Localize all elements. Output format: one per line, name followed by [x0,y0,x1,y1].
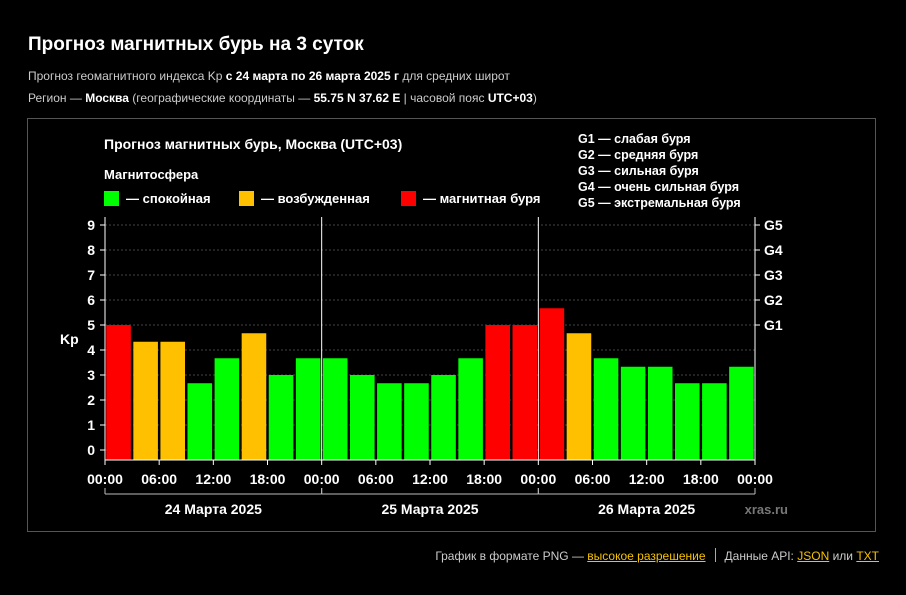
region-tz: UTC+03 [487,91,533,105]
bar [322,358,348,460]
bar [675,383,700,460]
y-tick-label: 2 [87,392,95,408]
bar [160,341,185,460]
legend-swatch [401,191,416,206]
y-tick-label: 4 [87,342,95,358]
legend-label: — магнитная буря [423,191,540,206]
region-name: Москва [85,91,129,105]
period-prefix: Прогноз геомагнитного индекса Kp [28,69,226,83]
legend-label: — возбужденная [261,191,370,206]
png-text: График в формате PNG — [435,549,588,563]
kp-forecast-chart: Прогноз магнитных бурь, Москва (UTC+03) … [60,132,788,517]
bar [295,358,321,460]
day-label: 25 Марта 2025 [381,501,478,517]
x-tick-label: 00:00 [520,471,556,487]
y-tick-label: 1 [87,417,95,433]
or-text: или [829,549,857,563]
x-tick-label: 00:00 [737,471,773,487]
legend-title: Магнитосфера [104,167,199,182]
json-link[interactable]: JSON [797,549,830,563]
day-label: 24 Марта 2025 [165,501,262,517]
region-line: Регион — Москва (географические координа… [28,91,537,105]
x-tick-label: 18:00 [683,471,719,487]
api-text: Данные API: [724,549,798,563]
bar [133,341,158,460]
bar [647,366,673,460]
y-tick-label: 3 [87,367,95,383]
bars [106,308,754,460]
bar [593,358,619,460]
bar [458,358,483,460]
x-tick-label: 18:00 [250,471,286,487]
grid [105,224,755,451]
bar [241,333,267,460]
page-title: Прогноз магнитных бурь на 3 суток [28,34,364,55]
y-axis-label: Kp [60,331,79,347]
g-tick-label: G3 [764,267,783,283]
bar [404,383,429,460]
x-tick-label: 18:00 [466,471,502,487]
bar [729,366,754,460]
day-dividers [321,217,539,460]
y-tick-label: 5 [87,317,95,333]
y-tick-label: 9 [87,217,95,233]
x-tick-label: 06:00 [575,471,611,487]
bar [566,333,592,460]
y-tick-label: 8 [87,242,95,258]
x-tick-label: 12:00 [629,471,665,487]
x-tick-label: 12:00 [195,471,231,487]
region-tz-prefix: | часовой пояс [400,91,488,105]
g-tick-label: G1 [764,317,783,333]
bar [214,358,240,460]
bar [702,383,727,460]
region-coords: 55.75 N 37.62 E [313,91,401,105]
bar [620,366,646,460]
bar [485,325,510,460]
g-legend-item: G3 — сильная буря [578,164,699,178]
g-legend-item: G4 — очень сильная буря [578,180,739,194]
legend-swatch [239,191,254,206]
x-tick-label: 00:00 [87,471,123,487]
bar [512,325,538,460]
g-tick-label: G4 [764,242,783,258]
forecast-period-line: Прогноз геомагнитного индекса Kp с 24 ма… [28,69,510,83]
region-end: ) [532,91,537,105]
bar [268,375,294,460]
x-tick-label: 06:00 [141,471,177,487]
y-tick-label: 0 [87,442,95,458]
g-tick-label: G5 [764,217,783,233]
g-legend-item: G5 — экстремальная буря [578,196,741,210]
x-tick-label: 00:00 [304,471,340,487]
legend-label: — спокойная [126,191,211,206]
g-legend-item: G1 — слабая буря [578,132,691,146]
axes: 0 1 2 3 4 5 6 7 8 9 G1 G2 G3 G4 G5 00:00 06:00 12:00 18:00… [87,217,783,517]
g-scale-legend: G1 — слабая буря G2 — средняя буря G3 — си… [578,132,741,210]
high-res-link[interactable]: высокое разрешение [587,549,706,563]
legend-swatch [104,191,119,206]
region-mid: (географические координаты — [128,91,314,105]
bar [431,375,456,460]
bar [350,375,375,460]
x-tick-label: 12:00 [412,471,448,487]
period-suffix: для средних широт [399,69,510,83]
watermark: xras.ru [745,502,788,517]
bar [539,308,565,460]
bar [187,383,213,460]
bar [377,383,402,460]
g-legend-item: G2 — средняя буря [578,148,698,162]
period-dates: с 24 марта по 26 марта 2025 г [225,69,399,83]
chart-title: Прогноз магнитных бурь, Москва (UTC+03) [104,136,402,152]
g-tick-label: G2 [764,292,783,308]
txt-link[interactable]: TXT [856,549,879,563]
footer-separator [714,548,716,562]
bar [106,325,131,460]
day-label: 26 Марта 2025 [598,501,695,517]
legend: — спокойная — возбужденная — магнитная бур… [104,191,540,206]
y-tick-label: 7 [87,267,95,283]
x-tick-label: 06:00 [358,471,394,487]
region-prefix: Регион — [28,91,86,105]
footer: График в формате PNG — высокое разрешени… [435,548,879,563]
chart-panel: Прогноз магнитных бурь, Москва (UTC+03) … [27,118,876,532]
y-tick-label: 6 [87,292,95,308]
